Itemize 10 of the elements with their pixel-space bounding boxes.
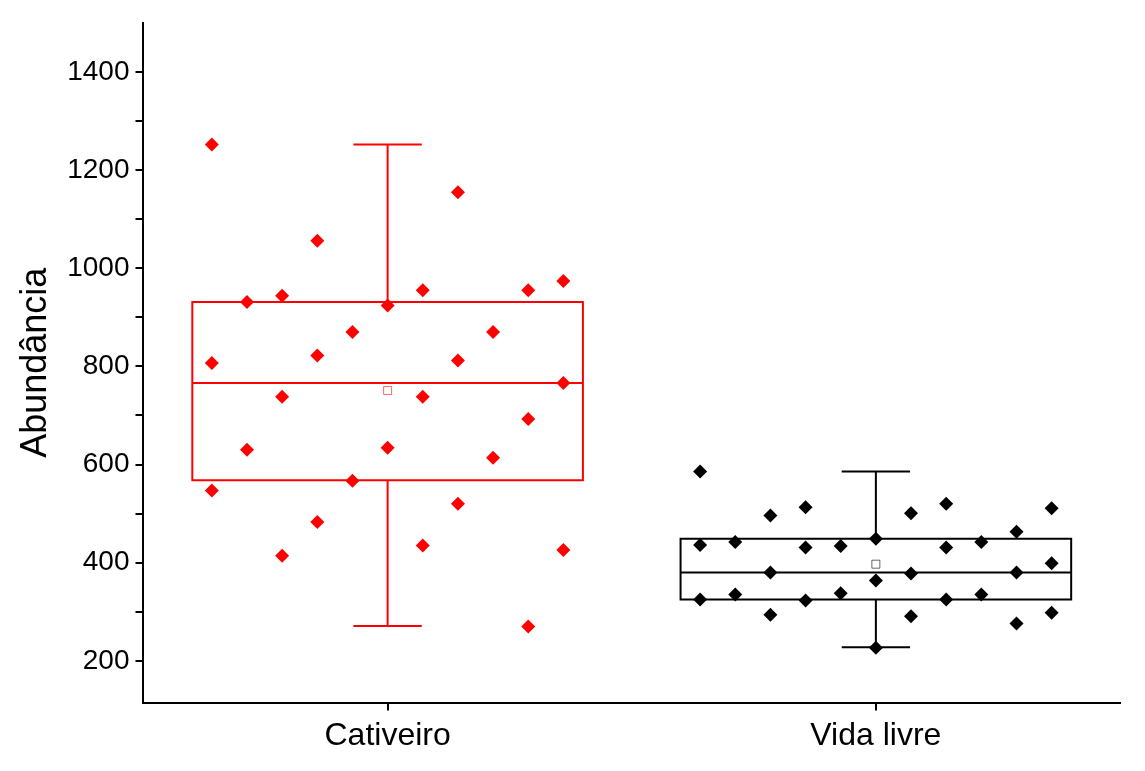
y-tick-label: 1400 [67, 54, 130, 86]
y-tick-label: 600 [82, 447, 130, 479]
y-tick-label: 400 [82, 545, 130, 577]
x-tick-label: Vida livre [810, 715, 942, 752]
y-tick-label: 200 [82, 643, 130, 675]
y-tick-label: 1000 [67, 250, 130, 282]
y-tick-label: 1200 [67, 152, 130, 184]
y-axis-title: Abundância [12, 266, 54, 458]
x-tick-label: Cativeiro [324, 715, 451, 752]
y-tick-label: 800 [82, 349, 130, 381]
